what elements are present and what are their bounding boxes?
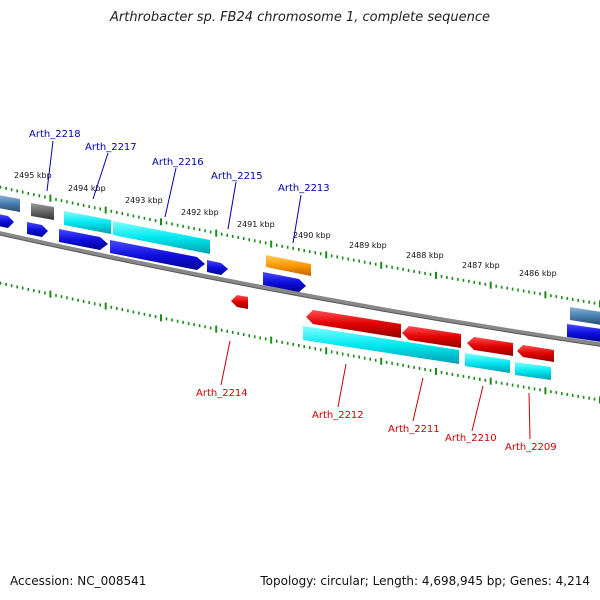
kbp-label: 2487 kbp	[462, 261, 500, 270]
kbp-label: 2490 kbp	[293, 231, 331, 240]
forward-leaders	[46, 140, 302, 244]
kbp-label: 2486 kbp	[519, 269, 557, 278]
topology-text: Topology: circular; Length: 4,698,945 bp…	[260, 574, 590, 588]
cds-arrow-2211[interactable]	[402, 326, 461, 348]
gene-feature-2212[interactable]	[303, 326, 459, 364]
cds-arrow-right[interactable]	[567, 324, 600, 342]
kbp-label: 2489 kbp	[349, 241, 387, 250]
gene-label-2215[interactable]: Arth_2215	[211, 171, 263, 182]
cds-arrow-2209[interactable]	[517, 345, 554, 362]
gene-label-2217[interactable]: Arth_2217	[85, 142, 137, 153]
accession-text: Accession: NC_008541	[10, 574, 147, 588]
gene-label-2213[interactable]: Arth_2213	[278, 183, 330, 194]
gene-feature-2209[interactable]	[515, 362, 551, 380]
kbp-label: 2494 kbp	[68, 184, 106, 193]
gene-label-2212[interactable]: Arth_2212	[312, 410, 364, 421]
kbp-label: 2491 kbp	[237, 220, 275, 229]
gene-label-2210[interactable]: Arth_2210	[445, 433, 497, 444]
cds-arrow-2214[interactable]	[231, 295, 248, 309]
gene-label-2214[interactable]: Arth_2214	[196, 388, 248, 399]
cds-arrow-2210[interactable]	[467, 337, 513, 356]
kbp-label: 2493 kbp	[125, 196, 163, 205]
forward-features	[0, 195, 600, 342]
inner-tick-ring	[0, 281, 600, 404]
reverse-leaders	[220, 340, 531, 440]
cds-arrow-2218[interactable]	[27, 222, 48, 237]
gene-label-2218[interactable]: Arth_2218	[29, 129, 81, 140]
rna-feature-2213[interactable]	[266, 255, 311, 276]
gene-feature-2216b[interactable]	[113, 221, 210, 254]
gene-feature-2216[interactable]	[64, 211, 111, 234]
cds-arrow-2212[interactable]	[306, 310, 401, 338]
gene-feature-2210[interactable]	[465, 353, 510, 373]
gene-label-2216[interactable]: Arth_2216	[152, 157, 204, 168]
gene-label-2211[interactable]: Arth_2211	[388, 424, 440, 435]
reverse-features	[231, 295, 554, 380]
cds-arrow-2217[interactable]	[59, 229, 108, 250]
kbp-labels: 2495 kbp 2494 kbp 2493 kbp 2492 kbp 2491…	[14, 171, 557, 278]
cds-arrow-2215[interactable]	[207, 260, 228, 275]
gene-label-2209[interactable]: Arth_2209	[505, 442, 557, 453]
cds-arrow-left[interactable]	[0, 214, 14, 228]
map-title: Arthrobacter sp. FB24 chromosome 1, comp…	[109, 10, 491, 25]
steel-feature[interactable]	[0, 195, 20, 212]
chromosome-backbone	[0, 231, 600, 347]
gray-feature[interactable]	[31, 203, 54, 220]
chromosome-backbone-shade	[0, 234, 600, 347]
cds-arrow-2213[interactable]	[263, 272, 306, 292]
kbp-label: 2495 kbp	[14, 171, 52, 180]
reverse-gene-labels: Arth_2214 Arth_2212 Arth_2211 Arth_2210 …	[196, 388, 557, 453]
cds-arrow-2216[interactable]	[110, 240, 205, 270]
outer-tick-ring	[0, 185, 600, 308]
steel-feature-right[interactable]	[570, 307, 600, 325]
kbp-label: 2492 kbp	[181, 208, 219, 217]
kbp-label: 2488 kbp	[406, 251, 444, 260]
forward-gene-labels: Arth_2218 Arth_2217 Arth_2216 Arth_2215 …	[29, 129, 330, 194]
